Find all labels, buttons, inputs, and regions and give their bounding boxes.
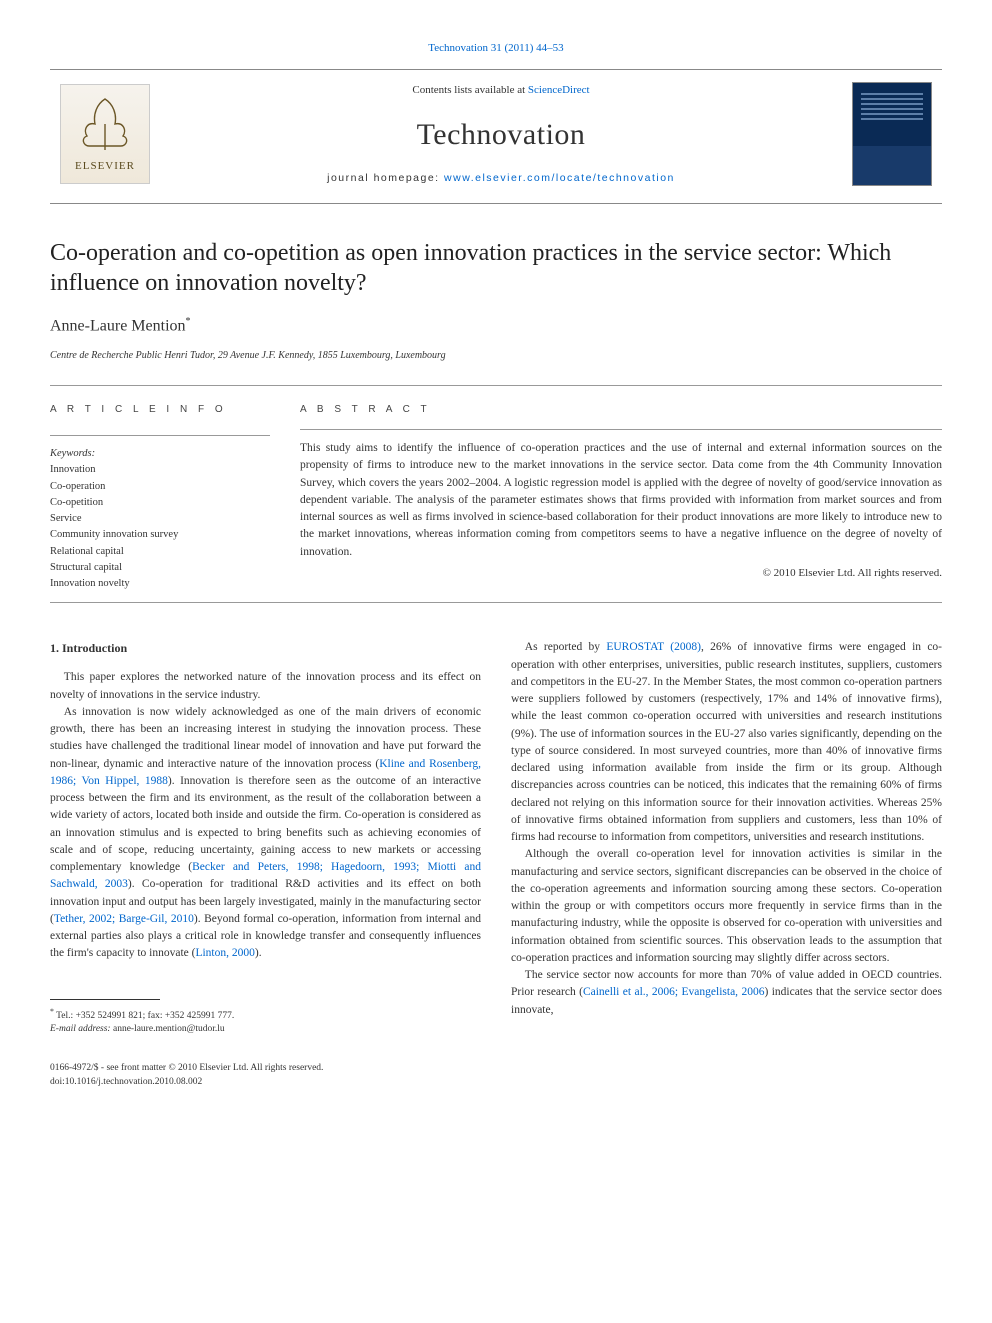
- keyword: Co-operation: [50, 479, 270, 495]
- footnote-rule: [50, 999, 160, 1000]
- journal-meta-box: ELSEVIER Contents lists available at Sci…: [50, 69, 942, 204]
- body-paragraph: As innovation is now widely acknowledged…: [50, 704, 481, 963]
- section-title: Introduction: [62, 641, 127, 655]
- tel-label: Tel.:: [56, 1011, 75, 1021]
- doi-line: doi:10.1016/j.technovation.2010.08.002: [50, 1076, 942, 1089]
- abstract-copyright: © 2010 Elsevier Ltd. All rights reserved…: [300, 565, 942, 582]
- citation-link[interactable]: EUROSTAT (2008): [606, 641, 701, 653]
- keywords-label: Keywords:: [50, 446, 270, 462]
- keyword: Structural capital: [50, 560, 270, 576]
- info-abstract-row: A R T I C L E I N F O Keywords: Innovati…: [50, 385, 942, 592]
- article-info-heading: A R T I C L E I N F O: [50, 402, 270, 417]
- tree-icon: [75, 94, 135, 154]
- author-name: Anne-Laure Mention: [50, 317, 186, 334]
- sciencedirect-link[interactable]: ScienceDirect: [528, 84, 590, 96]
- keyword: Community innovation survey: [50, 527, 270, 543]
- elsevier-logo-text: ELSEVIER: [75, 158, 135, 175]
- body-paragraph: Although the overall co-operation level …: [511, 846, 942, 967]
- footnote-block: * Tel.: +352 524991 821; fax: +352 42599…: [50, 999, 481, 1037]
- citation-link[interactable]: Tether, 2002; Barge-Gil, 2010: [54, 913, 194, 925]
- keyword: Innovation novelty: [50, 576, 270, 592]
- section-number: 1.: [50, 641, 59, 655]
- section-heading: 1. Introduction: [50, 639, 481, 657]
- keyword: Co-opetition: [50, 495, 270, 511]
- abstract-column: A B S T R A C T This study aims to ident…: [300, 402, 942, 592]
- homepage-prefix: journal homepage:: [327, 172, 444, 184]
- abstract-heading: A B S T R A C T: [300, 402, 942, 417]
- citation-link[interactable]: Linton, 2000: [195, 947, 254, 959]
- elsevier-logo: ELSEVIER: [60, 84, 150, 184]
- tel-value: +352 524991 821; fax: +352 425991 777.: [76, 1011, 235, 1021]
- body-paragraph: As reported by EUROSTAT (2008), 26% of i…: [511, 639, 942, 846]
- contents-prefix: Contents lists available at: [412, 84, 527, 96]
- footnote: * Tel.: +352 524991 821; fax: +352 42599…: [50, 1006, 481, 1037]
- keywords-block: Keywords: Innovation Co-operation Co-ope…: [50, 435, 270, 592]
- body-paragraph: This paper explores the networked nature…: [50, 669, 481, 704]
- citation-link[interactable]: Cainelli et al., 2006; Evangelista, 2006: [583, 986, 765, 998]
- keyword: Innovation: [50, 462, 270, 478]
- author-marker: *: [186, 316, 191, 327]
- affiliation: Centre de Recherche Public Henri Tudor, …: [50, 348, 942, 363]
- citation-header: Technovation 31 (2011) 44–53: [50, 40, 942, 57]
- citation-link[interactable]: Becker and Peters, 1998; Hagedoorn, 1993…: [50, 861, 481, 890]
- footnote-line: E-mail address: anne-laure.mention@tudor…: [50, 1023, 481, 1036]
- body-columns: 1. Introduction This paper explores the …: [50, 639, 942, 1036]
- homepage-line: journal homepage: www.elsevier.com/locat…: [166, 171, 836, 187]
- homepage-link[interactable]: www.elsevier.com/locate/technovation: [444, 172, 675, 184]
- divider: [50, 602, 942, 603]
- keyword: Relational capital: [50, 544, 270, 560]
- bottom-meta: 0166-4972/$ - see front matter © 2010 El…: [50, 1062, 942, 1089]
- citation-link[interactable]: Kline and Rosenberg, 1986; Von Hippel, 1…: [50, 758, 481, 787]
- article-info-column: A R T I C L E I N F O Keywords: Innovati…: [50, 402, 270, 592]
- keyword: Service: [50, 511, 270, 527]
- contents-line: Contents lists available at ScienceDirec…: [166, 82, 836, 99]
- author-line: Anne-Laure Mention*: [50, 314, 942, 338]
- journal-cover-thumbnail: [852, 82, 932, 186]
- footnote-marker: *: [50, 1007, 54, 1016]
- article-title: Co-operation and co-opetition as open in…: [50, 238, 942, 298]
- email-label: E-mail address:: [50, 1024, 111, 1034]
- citation-link[interactable]: Technovation 31 (2011) 44–53: [428, 42, 563, 54]
- email-value: anne-laure.mention@tudor.lu: [113, 1024, 225, 1034]
- journal-meta-center: Contents lists available at ScienceDirec…: [166, 82, 836, 187]
- abstract-text: This study aims to identify the influenc…: [300, 429, 942, 561]
- issn-line: 0166-4972/$ - see front matter © 2010 El…: [50, 1062, 942, 1075]
- body-paragraph: The service sector now accounts for more…: [511, 967, 942, 1019]
- footnote-line: * Tel.: +352 524991 821; fax: +352 42599…: [50, 1006, 481, 1023]
- journal-name: Technovation: [166, 112, 836, 157]
